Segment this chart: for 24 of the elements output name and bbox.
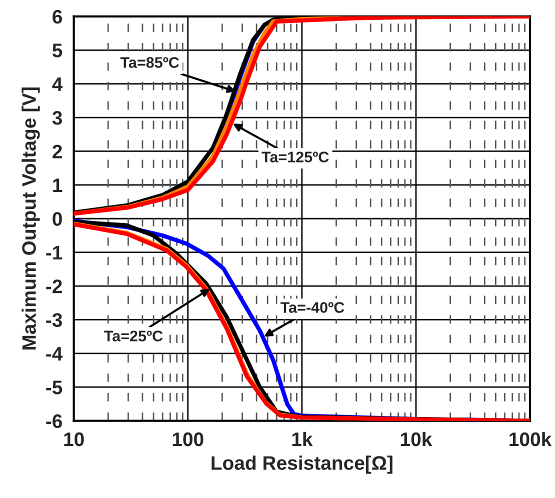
- annotation: Ta=-40ºC: [280, 302, 344, 313]
- y-tick-label: -1: [46, 246, 62, 260]
- annotation: Ta=85ºC: [120, 57, 180, 68]
- annotation: Ta=125ºC: [262, 152, 329, 162]
- y-tick-label: -4: [46, 347, 63, 360]
- x-tick-label: 100: [172, 432, 204, 446]
- y-tick-label: -2: [46, 279, 62, 294]
- x-tick-label: 10k: [400, 432, 432, 446]
- y-tick-label: 0: [52, 212, 62, 226]
- x-tick-label: 100k: [510, 432, 552, 446]
- annotation: Ta=25ºC: [104, 330, 163, 342]
- x-tick-label: 10: [64, 432, 84, 446]
- y-tick-label: 5: [52, 44, 62, 58]
- y-tick-label: 2: [52, 144, 62, 158]
- y-tick-label: 1: [53, 178, 62, 192]
- y-tick-label: -5: [46, 380, 62, 394]
- y-tick-label: -6: [46, 414, 62, 428]
- y-axis-title: Maximum Output Voltage [V]: [22, 88, 40, 350]
- y-tick-label: 4: [52, 78, 63, 91]
- x-tick-label: 1k: [292, 432, 313, 446]
- y-tick-label: -3: [46, 313, 62, 327]
- x-axis-title: Load Resistance[Ω]: [212, 456, 392, 474]
- y-tick-label: 6: [52, 10, 62, 24]
- y-tick-label: 3: [52, 110, 62, 125]
